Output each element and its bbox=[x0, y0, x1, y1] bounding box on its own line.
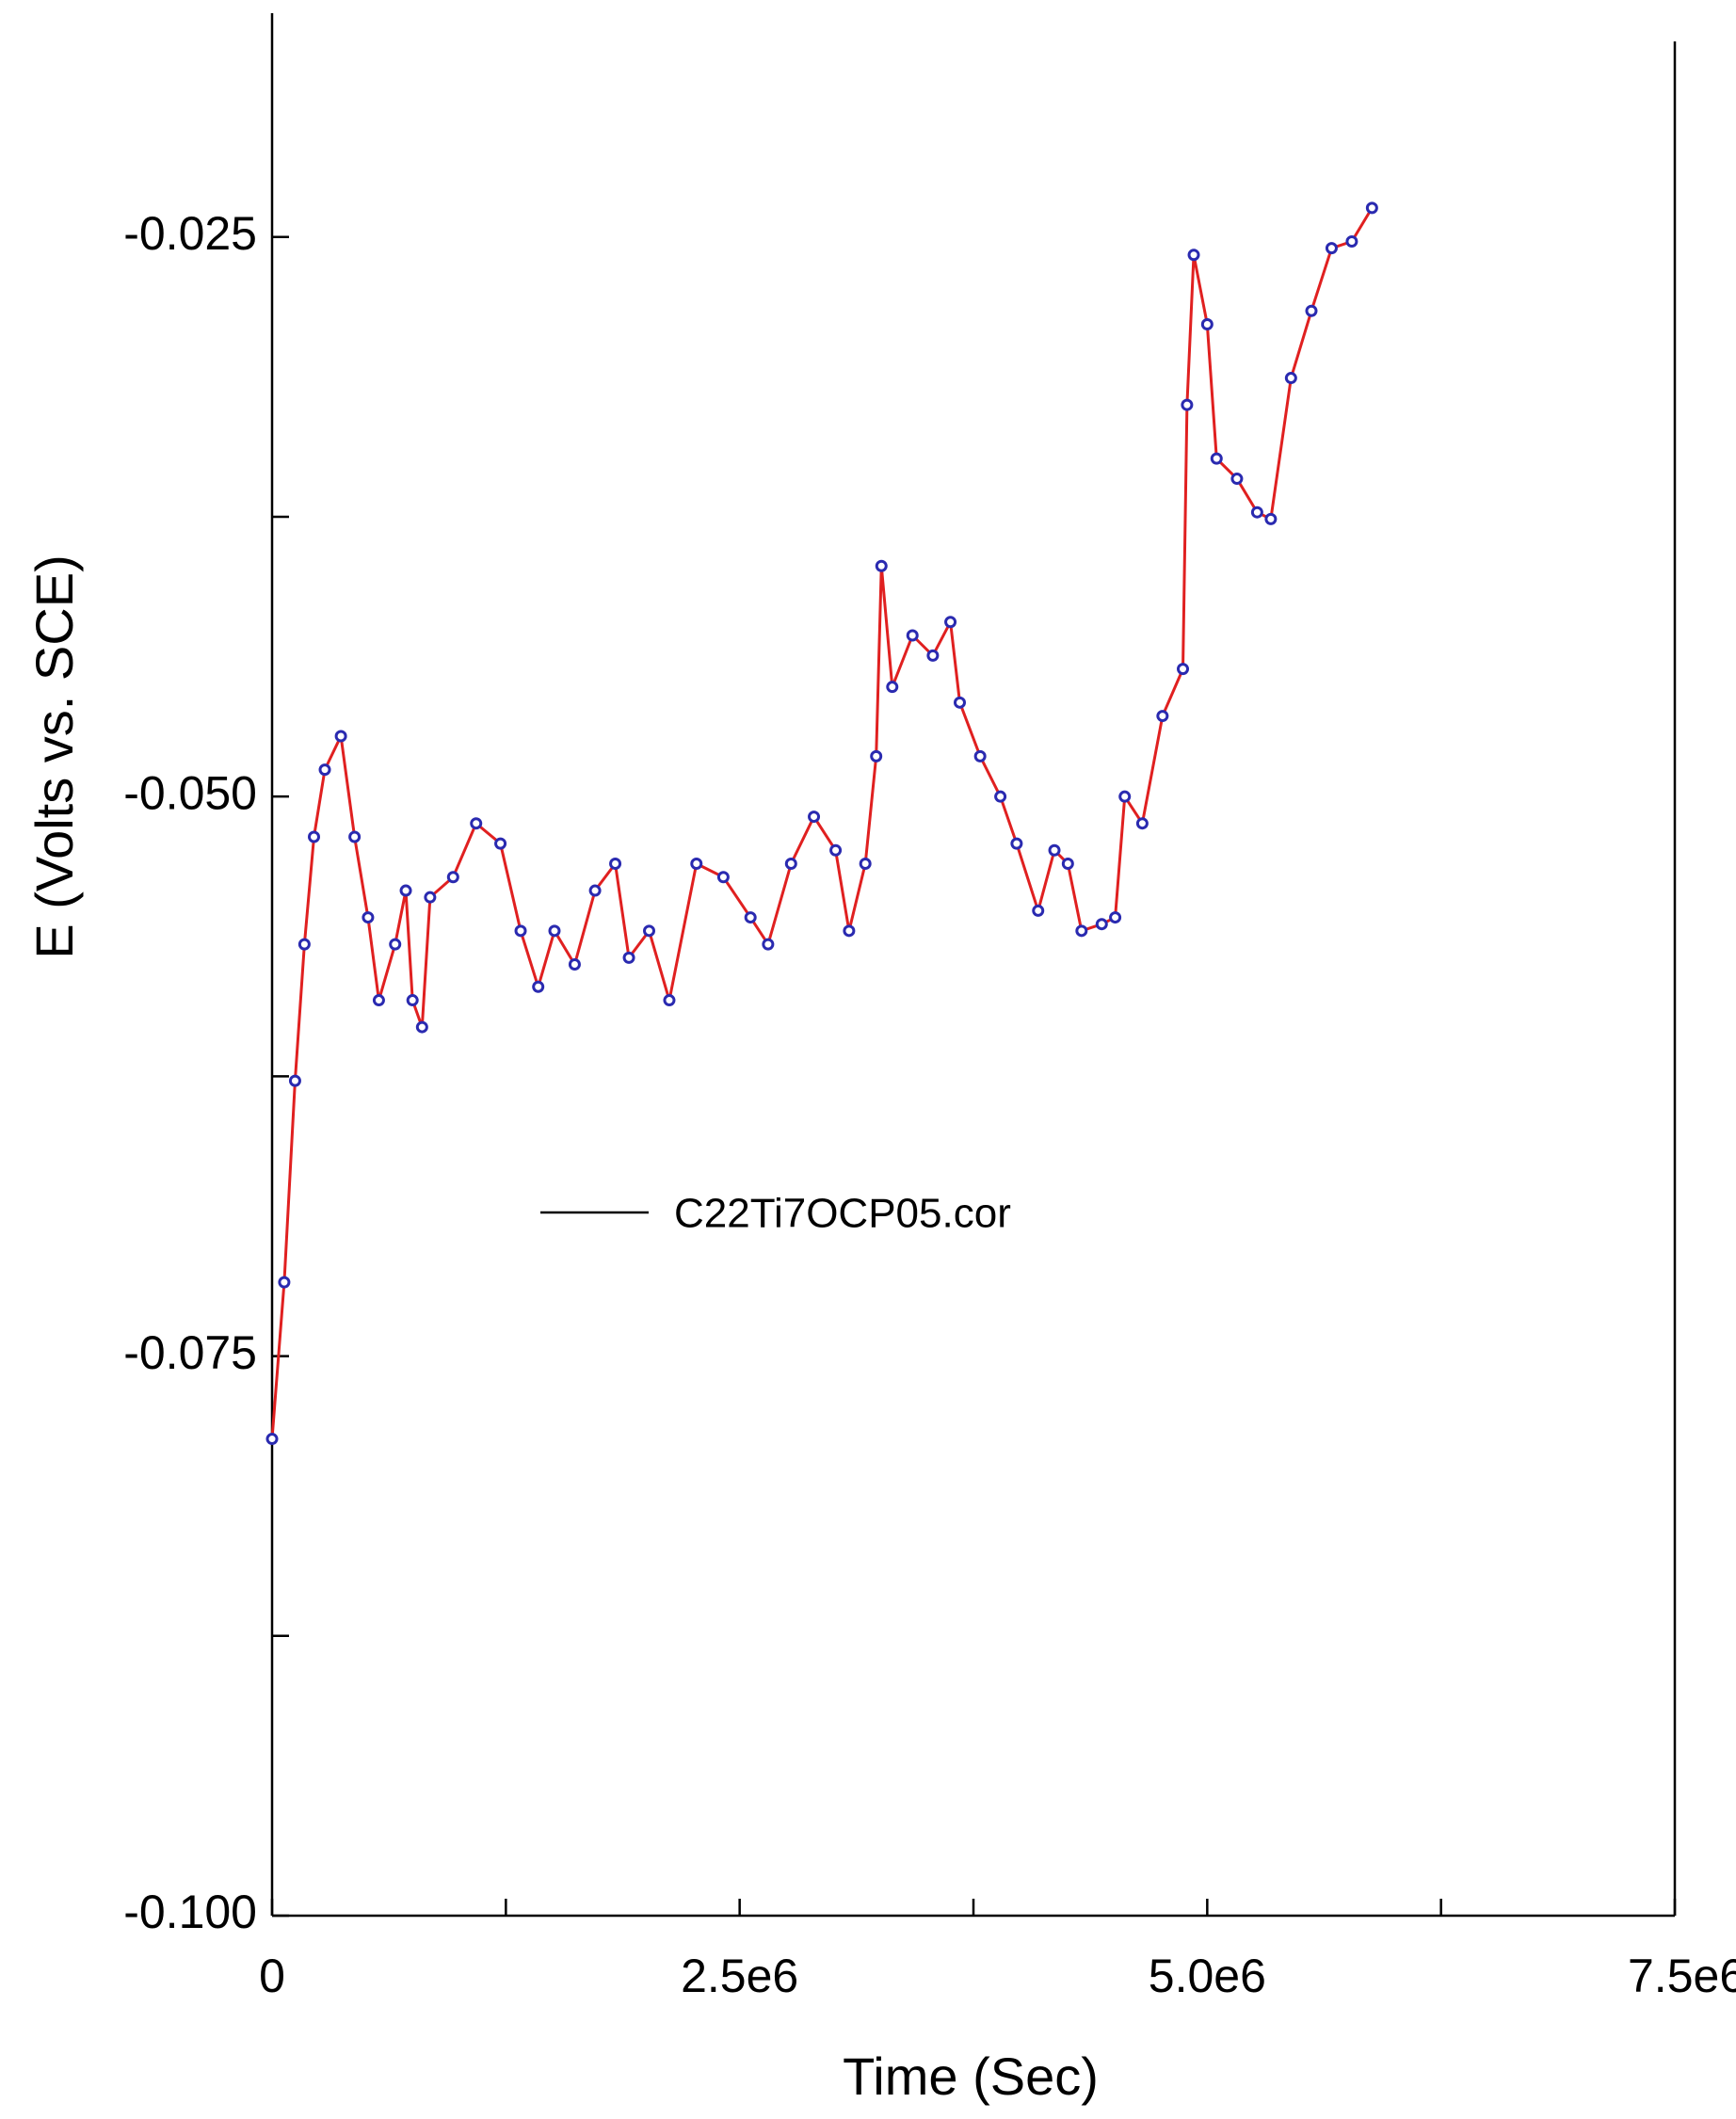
x-tick-label: 0 bbox=[259, 1950, 285, 2002]
data-point bbox=[944, 616, 957, 629]
data-point bbox=[308, 830, 321, 843]
data-point bbox=[1284, 372, 1297, 385]
data-point bbox=[1095, 918, 1108, 931]
data-point bbox=[389, 938, 402, 951]
data-point bbox=[870, 749, 883, 763]
x-tick-label: 5.0e6 bbox=[1149, 1950, 1266, 2002]
data-point bbox=[643, 924, 656, 938]
data-point bbox=[288, 1074, 301, 1087]
data-point bbox=[318, 763, 331, 777]
data-point bbox=[1010, 837, 1023, 850]
data-point bbox=[1200, 317, 1214, 330]
data-point bbox=[1325, 242, 1338, 255]
data-line bbox=[270, 207, 1374, 1439]
data-point bbox=[1187, 249, 1200, 262]
y-axis-title: E (Volts vs. SCE) bbox=[24, 554, 84, 958]
x-tick-label: 7.5e6 bbox=[1628, 1950, 1736, 2002]
data-point bbox=[1181, 398, 1194, 411]
data-point bbox=[1264, 512, 1278, 525]
data-point bbox=[716, 871, 730, 884]
data-point bbox=[297, 938, 311, 951]
data-point bbox=[278, 1276, 291, 1289]
data-point bbox=[744, 911, 757, 924]
data-point bbox=[1305, 304, 1318, 317]
data-point bbox=[1048, 843, 1061, 857]
data-point bbox=[886, 681, 899, 694]
x-axis-title: Time (Sec) bbox=[843, 2047, 1099, 2106]
data-point bbox=[1345, 235, 1358, 249]
data-point bbox=[548, 924, 561, 938]
data-point bbox=[1135, 817, 1149, 830]
data-point bbox=[1230, 473, 1244, 486]
data-point bbox=[622, 951, 635, 964]
data-point bbox=[859, 858, 872, 871]
data-point bbox=[470, 817, 483, 830]
data-point bbox=[808, 811, 821, 824]
data-point bbox=[1075, 924, 1088, 938]
data-point bbox=[1109, 911, 1122, 924]
data-point bbox=[415, 1020, 428, 1034]
data-point bbox=[973, 749, 987, 763]
data-point bbox=[494, 837, 507, 850]
data-point bbox=[1061, 858, 1074, 871]
data-point bbox=[829, 843, 843, 857]
data-point bbox=[446, 871, 459, 884]
x-tick-label: 2.5e6 bbox=[681, 1950, 798, 2002]
data-point bbox=[1365, 201, 1378, 215]
data-point bbox=[663, 994, 676, 1007]
data-point bbox=[568, 958, 581, 971]
data-point bbox=[265, 1433, 279, 1446]
data-point bbox=[424, 891, 437, 904]
data-point bbox=[532, 980, 545, 993]
y-tick-label: -0.050 bbox=[123, 766, 257, 819]
data-point bbox=[588, 884, 602, 897]
y-tick-label: -0.100 bbox=[123, 1886, 257, 1938]
data-point bbox=[514, 924, 527, 938]
data-point bbox=[609, 858, 622, 871]
data-point bbox=[690, 858, 703, 871]
data-point bbox=[1250, 506, 1263, 519]
y-tick-label: -0.075 bbox=[123, 1326, 257, 1379]
y-tick-label: -0.025 bbox=[123, 207, 257, 260]
data-point bbox=[406, 994, 419, 1007]
data-point bbox=[362, 911, 375, 924]
data-point bbox=[334, 730, 347, 743]
data-point bbox=[1156, 710, 1169, 723]
data-point bbox=[953, 696, 966, 709]
data-point bbox=[926, 649, 940, 662]
data-point bbox=[1210, 452, 1223, 465]
data-point bbox=[784, 858, 797, 871]
data-point bbox=[875, 559, 888, 572]
data-point bbox=[1177, 663, 1190, 676]
data-point bbox=[1118, 790, 1132, 803]
legend-label: C22Ti7OCP05.cor bbox=[674, 1191, 1011, 1237]
data-point bbox=[906, 629, 919, 642]
data-point bbox=[994, 790, 1007, 803]
data-point bbox=[1032, 904, 1045, 917]
data-point bbox=[372, 994, 385, 1007]
data-point bbox=[762, 938, 775, 951]
data-point bbox=[843, 924, 856, 938]
data-point bbox=[399, 884, 412, 897]
data-point bbox=[348, 830, 362, 843]
